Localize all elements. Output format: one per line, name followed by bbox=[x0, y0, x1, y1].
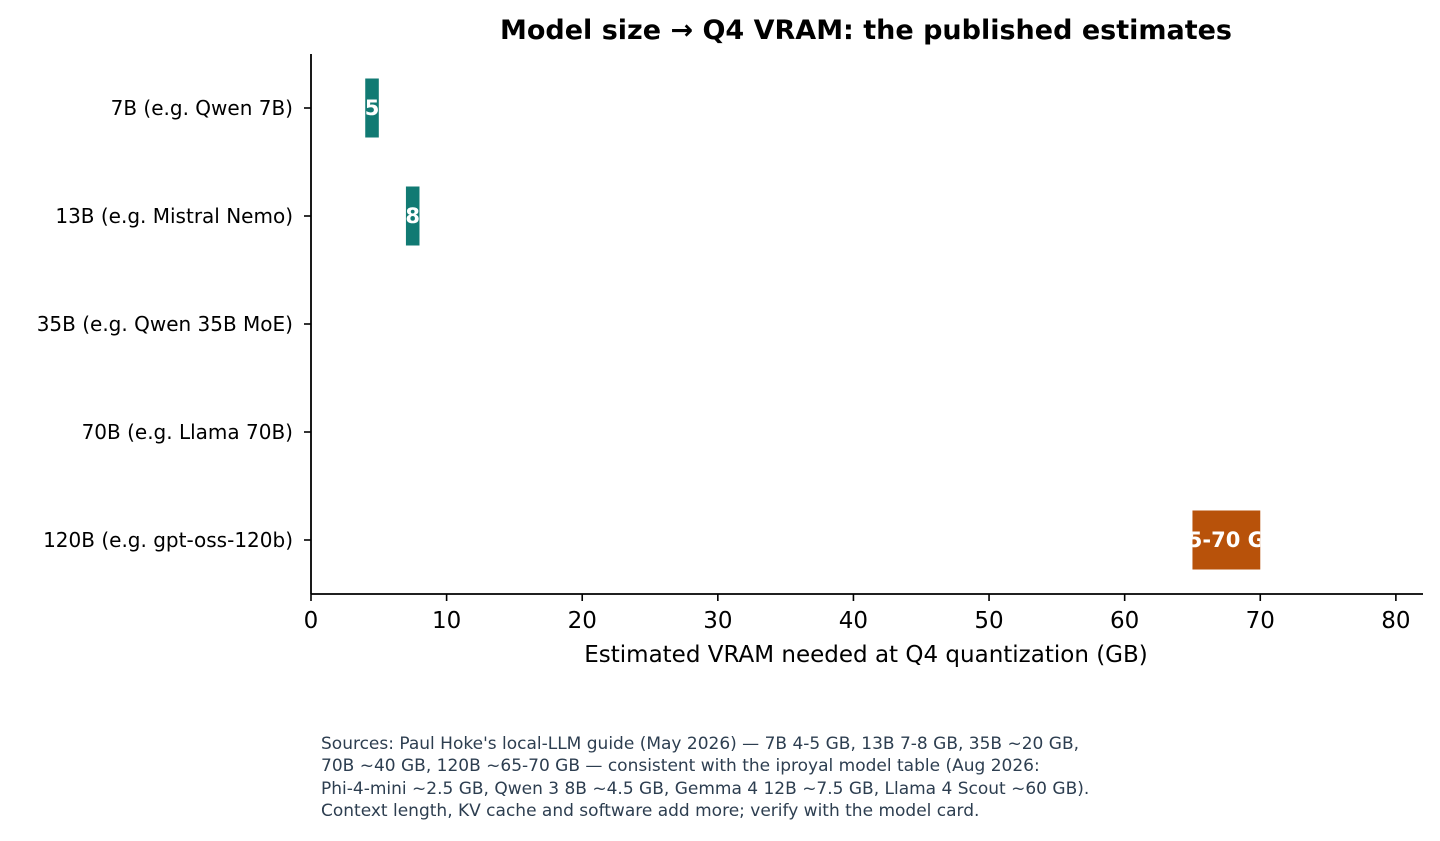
range-bar bbox=[1192, 510, 1261, 570]
y-tick-label: 7B (e.g. Qwen 7B) bbox=[111, 96, 293, 120]
x-tick-label: 0 bbox=[304, 608, 319, 634]
bar-value-label: 5 bbox=[365, 96, 380, 120]
plot-area: 5 7B (e.g. Qwen 7B) 8 13B (e.g. Mistral Nem… bbox=[37, 54, 1423, 634]
bar-value-label: 5-70 G bbox=[1188, 528, 1265, 552]
footnote-line: Context length, KV cache and software ad… bbox=[321, 801, 980, 822]
x-tick-label: 70 bbox=[1246, 608, 1275, 634]
footnote-line: 70B ~40 GB, 120B ~65-70 GB — consistent … bbox=[321, 756, 1040, 777]
y-tick-label: 13B (e.g. Mistral Nemo) bbox=[55, 204, 293, 228]
y-tick-label: 120B (e.g. gpt-oss-120b) bbox=[43, 528, 293, 552]
footnote-line: Phi-4-mini ~2.5 GB, Qwen 3 8B ~4.5 GB, G… bbox=[321, 778, 1090, 799]
range-bar bbox=[405, 186, 420, 246]
vram-range-chart: Model size → Q4 VRAM: the published esti… bbox=[37, 15, 1423, 668]
x-tick-label: 10 bbox=[432, 608, 461, 634]
chart-title: Model size → Q4 VRAM: the published esti… bbox=[500, 15, 1232, 46]
y-tick-label: 35B (e.g. Qwen 35B MoE) bbox=[37, 312, 293, 336]
x-tick-label: 20 bbox=[568, 608, 597, 634]
x-tick-label: 80 bbox=[1381, 608, 1410, 634]
range-bar bbox=[365, 78, 379, 138]
bar-value-label: 8 bbox=[405, 204, 420, 228]
x-tick-label: 30 bbox=[703, 608, 732, 634]
x-tick-label: 50 bbox=[974, 608, 1003, 634]
y-tick-label: 70B (e.g. Llama 70B) bbox=[82, 420, 293, 444]
x-axis-label: Estimated VRAM needed at Q4 quantization… bbox=[584, 642, 1148, 668]
footnote-line: Sources: Paul Hoke's local-LLM guide (Ma… bbox=[321, 734, 1080, 754]
x-tick-label: 60 bbox=[1110, 608, 1139, 634]
x-tick-label: 40 bbox=[839, 608, 868, 634]
source-footnote: Sources: Paul Hoke's local-LLM guide (Ma… bbox=[321, 733, 1089, 823]
